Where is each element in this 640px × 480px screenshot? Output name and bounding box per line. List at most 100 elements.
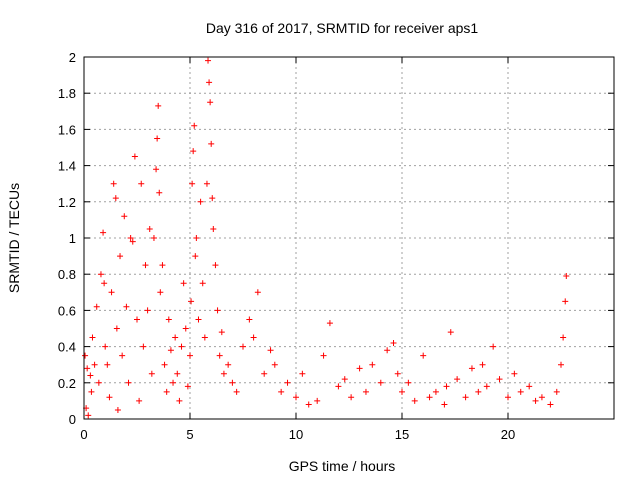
data-point <box>156 189 163 196</box>
data-point <box>278 388 285 395</box>
data-point <box>369 361 376 368</box>
data-point <box>390 339 397 346</box>
data-point <box>212 262 219 269</box>
plot-frame <box>83 56 615 420</box>
data-point <box>271 361 278 368</box>
data-point <box>101 280 108 287</box>
data-point <box>142 262 149 269</box>
data-point <box>127 235 134 241</box>
data-point <box>441 401 448 408</box>
data-point <box>496 376 503 383</box>
data-point <box>174 370 181 377</box>
x-tick-label: 0 <box>80 427 87 442</box>
data-point <box>195 316 202 323</box>
y-tick-label: 2 <box>69 50 76 65</box>
data-point <box>146 225 153 232</box>
data-point <box>261 370 268 377</box>
data-point <box>108 289 115 296</box>
data-point <box>91 361 98 368</box>
data-point <box>191 122 198 129</box>
data-point <box>153 166 160 173</box>
data-point <box>505 394 511 401</box>
y-tick-label: 0 <box>69 412 76 427</box>
data-point <box>113 325 120 332</box>
data-point <box>176 397 183 404</box>
data-point <box>84 365 91 372</box>
data-point <box>558 361 564 368</box>
data-point <box>216 352 223 359</box>
data-point <box>125 379 132 386</box>
data-point <box>526 383 533 390</box>
y-tick-label: 1.8 <box>58 86 76 101</box>
chart-grid <box>84 57 614 419</box>
data-point <box>563 273 570 280</box>
data-point <box>229 379 236 386</box>
data-point <box>420 352 427 359</box>
data-point <box>170 379 177 386</box>
y-tick-label: 0.8 <box>58 267 76 282</box>
data-point <box>208 140 215 147</box>
data-point <box>134 316 140 323</box>
data-point <box>218 329 225 336</box>
data-point <box>172 334 179 341</box>
data-point <box>187 352 193 359</box>
data-point <box>95 379 102 386</box>
data-point <box>547 401 554 408</box>
data-point <box>190 148 197 155</box>
chart-title: Day 316 of 2017, SRMTID for receiver aps… <box>206 20 479 36</box>
y-tick-label: 0.6 <box>58 303 76 318</box>
data-point <box>114 406 121 413</box>
x-tick-label: 10 <box>289 427 303 442</box>
data-points <box>82 57 570 419</box>
data-point <box>85 412 92 419</box>
data-point <box>210 225 217 232</box>
data-point <box>511 370 518 377</box>
data-point <box>182 325 189 332</box>
chart-ticks: 0 5 10 15 20 0 0.2 0.4 0.6 0.8 1 1.2 1.4 1.6 1.8 2 <box>58 50 614 442</box>
data-point <box>348 394 355 401</box>
data-point <box>377 379 384 386</box>
data-point <box>193 235 200 241</box>
data-point <box>479 361 486 368</box>
data-point <box>93 303 100 310</box>
data-point <box>468 365 475 372</box>
data-point <box>320 352 327 359</box>
data-point <box>517 388 524 395</box>
data-point <box>475 388 482 395</box>
data-point <box>299 370 306 377</box>
data-point <box>144 307 151 314</box>
data-point <box>384 347 391 354</box>
data-point <box>157 289 164 296</box>
data-point <box>178 343 185 350</box>
data-point <box>199 280 206 287</box>
data-point <box>490 343 497 350</box>
data-point <box>462 394 469 401</box>
y-tick-label: 0.4 <box>58 340 76 355</box>
data-point <box>209 195 216 202</box>
x-tick-label: 15 <box>395 427 409 442</box>
data-point <box>148 370 155 377</box>
data-point <box>163 388 170 395</box>
data-point <box>155 102 162 109</box>
data-point <box>110 180 117 187</box>
data-point <box>314 397 321 404</box>
data-point <box>426 394 433 401</box>
data-point <box>207 99 214 106</box>
data-point <box>220 370 227 377</box>
data-point <box>161 361 168 368</box>
data-point <box>560 334 567 341</box>
data-point <box>189 180 196 187</box>
data-point <box>405 379 412 386</box>
data-point <box>562 298 569 305</box>
data-point <box>188 298 195 305</box>
data-point <box>123 303 130 310</box>
data-point <box>112 195 119 202</box>
data-point <box>88 388 95 395</box>
data-point <box>102 343 109 350</box>
data-point <box>100 229 107 236</box>
data-point <box>532 397 539 404</box>
data-point <box>483 383 490 390</box>
data-point <box>206 79 213 86</box>
data-point <box>97 271 104 278</box>
data-point <box>104 361 111 368</box>
